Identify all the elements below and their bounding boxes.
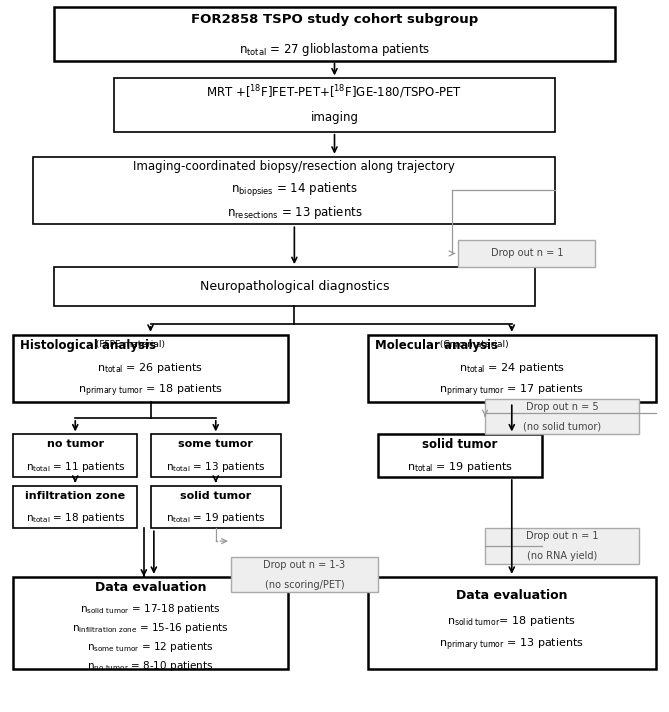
Text: solid tumor: solid tumor [180,491,252,501]
Text: n$_\mathrm{total}$ = 24 patients: n$_\mathrm{total}$ = 24 patients [459,362,565,375]
Text: (Cryo material): (Cryo material) [438,340,509,349]
Text: n$_\mathrm{total}$ = 26 patients: n$_\mathrm{total}$ = 26 patients [98,362,203,375]
Text: Data evaluation: Data evaluation [456,590,567,602]
Text: Neuropathological diagnostics: Neuropathological diagnostics [199,280,389,293]
Text: n$_\mathrm{primary\ tumor}$ = 18 patients: n$_\mathrm{primary\ tumor}$ = 18 patient… [78,383,223,399]
Text: n$_\mathrm{solid\ tumor}$= 18 patients: n$_\mathrm{solid\ tumor}$= 18 patients [448,614,576,628]
FancyBboxPatch shape [378,434,542,477]
Text: Drop out n = 5: Drop out n = 5 [526,402,598,412]
FancyBboxPatch shape [54,7,615,61]
FancyBboxPatch shape [33,157,555,224]
Text: FOR2858 TSPO study cohort subgroup: FOR2858 TSPO study cohort subgroup [191,13,478,26]
Text: n$_\mathrm{infiltration\ zone}$ = 15-16 patients: n$_\mathrm{infiltration\ zone}$ = 15-16 … [72,621,229,635]
Text: n$_\mathrm{total}$ = 27 glioblastoma patients: n$_\mathrm{total}$ = 27 glioblastoma pat… [239,41,430,58]
Text: Drop out n = 1-3: Drop out n = 1-3 [264,560,345,570]
Text: n$_\mathrm{total}$ = 18 patients: n$_\mathrm{total}$ = 18 patients [25,511,125,525]
FancyBboxPatch shape [54,267,535,306]
Text: n$_\mathrm{total}$ = 19 patients: n$_\mathrm{total}$ = 19 patients [407,460,513,474]
FancyBboxPatch shape [13,577,288,669]
FancyBboxPatch shape [231,557,378,592]
Text: n$_\mathrm{no\ tumor}$ = 8-10 patients: n$_\mathrm{no\ tumor}$ = 8-10 patients [88,659,213,673]
Text: (no RNA yield): (no RNA yield) [527,551,597,561]
Text: (FFPE material): (FFPE material) [93,340,165,349]
FancyBboxPatch shape [13,434,137,477]
Text: n$_\mathrm{total}$ = 13 patients: n$_\mathrm{total}$ = 13 patients [166,460,266,474]
FancyBboxPatch shape [368,335,656,402]
Text: Drop out n = 1: Drop out n = 1 [490,248,563,258]
FancyBboxPatch shape [368,577,656,669]
Text: (no solid tumor): (no solid tumor) [523,422,601,431]
Text: some tumor: some tumor [179,439,253,449]
Text: n$_\mathrm{primary\ tumor}$ = 17 patients: n$_\mathrm{primary\ tumor}$ = 17 patient… [440,383,584,399]
Text: no tumor: no tumor [47,439,104,449]
Text: Molecular analysis: Molecular analysis [375,339,498,352]
Text: n$_\mathrm{biopsies}$ = 14 patients: n$_\mathrm{biopsies}$ = 14 patients [231,181,358,199]
Text: (no scoring/PET): (no scoring/PET) [264,580,345,590]
FancyBboxPatch shape [485,399,639,434]
Text: Data evaluation: Data evaluation [95,581,206,594]
Text: n$_\mathrm{solid\ tumor}$ = 17-18 patients: n$_\mathrm{solid\ tumor}$ = 17-18 patien… [80,602,221,616]
Text: n$_\mathrm{some\ tumor}$ = 12 patients: n$_\mathrm{some\ tumor}$ = 12 patients [87,640,214,654]
FancyBboxPatch shape [13,335,288,402]
Text: n$_\mathrm{resections}$ = 13 patients: n$_\mathrm{resections}$ = 13 patients [227,204,362,221]
Text: infiltration zone: infiltration zone [25,491,125,501]
Text: n$_\mathrm{total}$ = 19 patients: n$_\mathrm{total}$ = 19 patients [166,511,266,525]
Text: imaging: imaging [310,111,359,125]
FancyBboxPatch shape [151,486,281,528]
Text: MRT +[$^{18}$F]FET-PET+[$^{18}$F]GE-180/TSPO-PET: MRT +[$^{18}$F]FET-PET+[$^{18}$F]GE-180/… [207,83,462,101]
Text: solid tumor: solid tumor [422,438,498,451]
FancyBboxPatch shape [114,78,555,132]
Text: n$_\mathrm{total}$ = 11 patients: n$_\mathrm{total}$ = 11 patients [25,460,125,474]
Text: Drop out n = 1: Drop out n = 1 [526,531,598,541]
FancyBboxPatch shape [485,528,639,564]
FancyBboxPatch shape [13,486,137,528]
FancyBboxPatch shape [151,434,281,477]
Text: n$_\mathrm{primary\ tumor}$ = 13 patients: n$_\mathrm{primary\ tumor}$ = 13 patient… [440,636,584,653]
Text: Histological analysis: Histological analysis [20,339,156,352]
Text: Imaging-coordinated biopsy/resection along trajectory: Imaging-coordinated biopsy/resection alo… [133,160,456,174]
FancyBboxPatch shape [458,240,595,267]
